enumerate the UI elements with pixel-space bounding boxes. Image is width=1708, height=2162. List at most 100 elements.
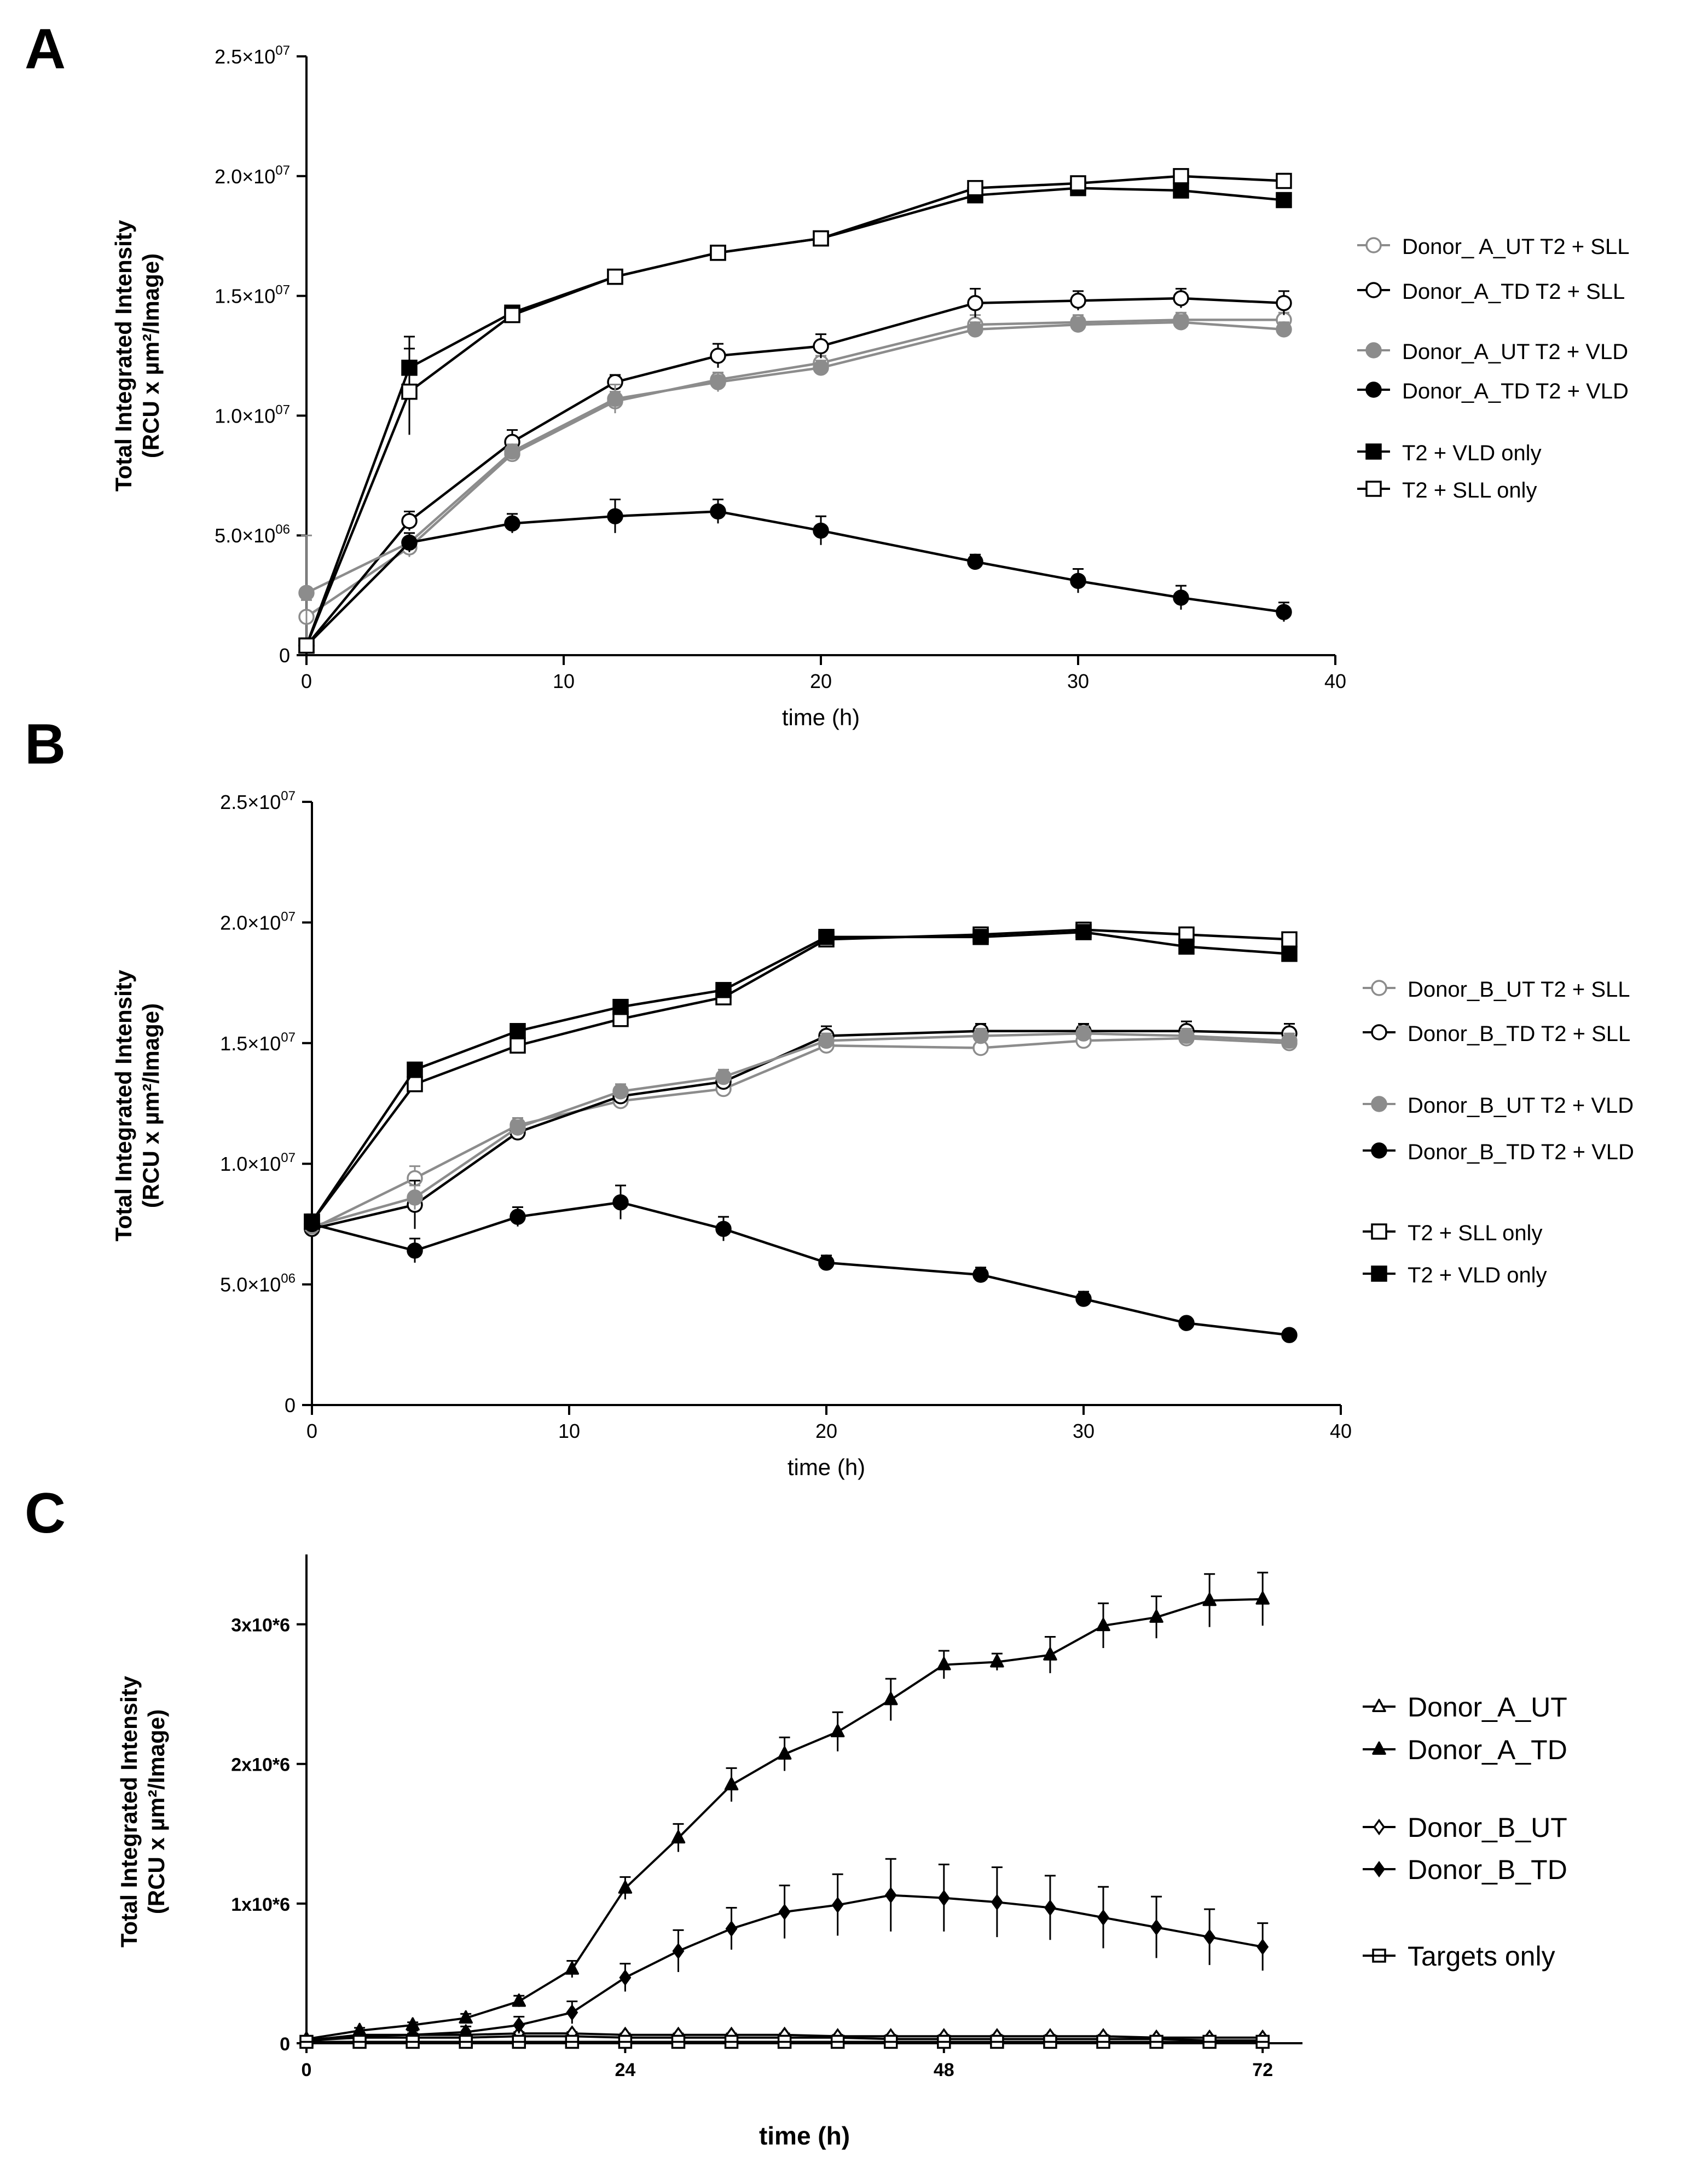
y-tick-label: 5.0×1006 xyxy=(215,522,290,547)
data-point xyxy=(459,2034,473,2049)
data-point xyxy=(1173,168,1189,184)
series-0-0 xyxy=(298,311,1292,634)
legend-item: Donor_B_UT xyxy=(1363,1812,1567,1843)
x-tick-label: 48 xyxy=(934,2060,954,2080)
data-point xyxy=(1281,931,1298,948)
data-point xyxy=(991,1894,1003,1911)
legend-swatch-marker xyxy=(1365,282,1382,298)
data-point xyxy=(607,508,623,524)
legend-label: Donor_B_UT T2 + SLL xyxy=(1408,978,1630,1002)
series-0-5 xyxy=(298,168,1292,654)
data-point xyxy=(830,1724,845,1738)
data-point xyxy=(1202,1592,1217,1606)
y-tick-exponent: 07 xyxy=(275,283,290,298)
series-line xyxy=(305,319,1284,618)
series-1-0 xyxy=(304,1030,1298,1237)
data-point xyxy=(1149,1609,1163,1623)
series-0-4 xyxy=(298,180,1292,654)
data-point xyxy=(972,929,989,945)
y-tick-mantissa: 5.0×10 xyxy=(220,1274,281,1296)
y-tick-exponent: 06 xyxy=(275,522,290,537)
legend-swatch-marker xyxy=(1371,1223,1387,1240)
data-point xyxy=(299,2034,314,2049)
data-point xyxy=(407,1076,423,1092)
legend-swatch-marker xyxy=(1365,237,1382,253)
legend-label: T2 + SLL only xyxy=(1402,478,1537,502)
y-axis-label: Total Integrated Intensity (RCU x µm²/Ima… xyxy=(116,1675,169,1947)
data-point xyxy=(1281,1032,1298,1049)
data-point xyxy=(967,553,983,570)
series-0-1 xyxy=(298,287,1292,654)
data-point xyxy=(1070,292,1086,309)
data-point xyxy=(565,1961,580,1975)
legend-label: Donor_A_TD T2 + SLL xyxy=(1402,280,1625,304)
legend-label: T2 + VLD only xyxy=(1402,441,1542,465)
series-line xyxy=(306,1598,1263,2040)
y-tick-label: 0 xyxy=(279,644,290,667)
data-point xyxy=(1255,2034,1270,2049)
x-tick-label: 20 xyxy=(815,1420,837,1442)
legend-item: T2 + SLL only xyxy=(1363,1221,1542,1245)
data-point xyxy=(813,230,829,247)
legend-swatch-marker xyxy=(1372,1949,1386,1963)
legend-item: Donor_A_TD xyxy=(1363,1735,1567,1765)
x-tick-label: 20 xyxy=(810,670,832,692)
y-tick-label: 2x10*6 xyxy=(231,1755,290,1776)
data-point xyxy=(883,2034,898,2049)
data-point xyxy=(1276,321,1292,338)
data-point xyxy=(967,180,983,196)
legend-swatch-marker xyxy=(1365,481,1382,497)
legend-label: T2 + VLD only xyxy=(1408,1263,1547,1287)
data-point xyxy=(778,1904,791,1921)
x-tick-label: 10 xyxy=(558,1420,580,1442)
x-tick-label: 0 xyxy=(301,670,312,692)
data-point xyxy=(509,1023,526,1039)
data-point xyxy=(1070,316,1086,333)
data-point xyxy=(1257,1938,1269,1956)
data-point xyxy=(724,2034,739,2049)
data-point xyxy=(509,1209,526,1225)
legend-label: Donor_B_UT xyxy=(1408,1812,1567,1843)
y-tick-label: 2.5×1007 xyxy=(215,43,290,68)
data-point xyxy=(777,2034,792,2049)
data-point xyxy=(612,1083,629,1100)
panel-label-a: A xyxy=(25,18,66,81)
y-tick-exponent: 07 xyxy=(281,1030,296,1045)
legend-swatch-marker xyxy=(1371,1142,1387,1159)
legend-item: Donor_B_UT T2 + VLD xyxy=(1363,1094,1634,1118)
series-line xyxy=(311,928,1290,1223)
legend-label: T2 + SLL only xyxy=(1408,1221,1542,1245)
data-point xyxy=(1075,1025,1092,1042)
series-2-1 xyxy=(299,1571,1270,2045)
legend-item: T2 + VLD only xyxy=(1357,441,1542,465)
chart-panel-c: 0 24 48 72 0 1x10*6 2x10*6 3x10*6 time (h) Total … xyxy=(116,1554,1567,2150)
legend-item: Donor_B_TD T2 + VLD xyxy=(1363,1140,1634,1164)
data-point xyxy=(407,1061,423,1078)
y-axis-label-line-2: (RCU x µm²/Image) xyxy=(138,1003,164,1208)
y-tick-mantissa: 1.0×10 xyxy=(215,404,275,427)
y-tick-label: 2.0×1007 xyxy=(215,163,290,188)
x-tick-label: 40 xyxy=(1330,1420,1352,1442)
legend-swatch-marker xyxy=(1365,443,1382,460)
y-axis-label-line-1: Total Integrated Intensity xyxy=(111,969,136,1241)
data-point xyxy=(1043,1647,1057,1661)
data-point xyxy=(1096,2034,1110,2049)
data-point xyxy=(607,391,623,407)
data-point xyxy=(1070,175,1086,192)
legend-label: Donor_B_TD xyxy=(1408,1854,1567,1885)
series-1-4 xyxy=(304,921,1298,1230)
data-point xyxy=(1276,192,1292,209)
series-line xyxy=(311,1032,1290,1228)
data-point xyxy=(401,534,418,551)
data-point xyxy=(1276,172,1292,189)
legend-label: Targets only xyxy=(1408,1941,1555,1972)
y-tick-label: 1.5×1007 xyxy=(220,1030,296,1055)
series-line xyxy=(305,175,1284,646)
data-point xyxy=(407,1189,423,1206)
data-point xyxy=(777,1746,792,1760)
legend-label: Donor_A_TD T2 + VLD xyxy=(1402,379,1629,403)
data-point xyxy=(715,1068,732,1085)
legend-label: Donor_ A_UT T2 + SLL xyxy=(1402,235,1629,259)
data-point xyxy=(1097,1909,1109,1926)
data-point xyxy=(509,1119,526,1136)
